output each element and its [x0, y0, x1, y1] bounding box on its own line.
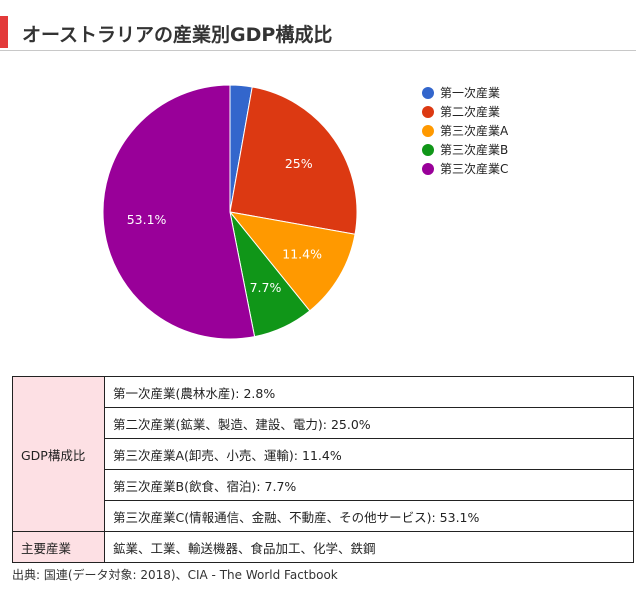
main-industries-header: 主要産業 — [12, 531, 105, 563]
gdp-info-table: GDP構成比 第一次産業(農林水産): 2.8% 第二次産業(鉱業、製造、建設、… — [12, 376, 634, 563]
legend-item: 第一次産業 — [422, 83, 508, 102]
legend-label: 第三次産業C — [440, 162, 509, 176]
table-row: 第三次産業A(卸売、小売、運輸): 11.4% — [13, 438, 634, 470]
pie-slice-3 — [228, 211, 356, 312]
pie-chart: 25% 11.4% 7.7% 53.1% — [102, 84, 358, 340]
source-note: 出典: 国連(データ対象: 2018)、CIA - The World Fact… — [12, 568, 338, 582]
table-cell: 第三次産業A(卸売、小売、運輸): 11.4% — [104, 438, 634, 470]
legend-label: 第一次産業 — [440, 86, 501, 100]
table-cell: 第二次産業(鉱業、製造、建設、電力): 25.0% — [104, 407, 634, 439]
legend-swatch — [422, 86, 434, 99]
table-row: 第二次産業(鉱業、製造、建設、電力): 25.0% — [13, 407, 634, 439]
pie-slice-label: 25% — [285, 156, 313, 171]
gdp-composition-header: GDP構成比 — [12, 376, 105, 532]
table-row: 第三次産業C(情報通信、金融、不動産、その他サービス): 53.1% — [13, 500, 634, 532]
table-row: GDP構成比 第一次産業(農林水産): 2.8% — [12, 376, 634, 532]
legend-swatch — [422, 162, 434, 175]
table-cell: 第三次産業B(飲食、宿泊): 7.7% — [104, 469, 634, 501]
table-cell: 第三次産業C(情報通信、金融、不動産、その他サービス): 53.1% — [104, 500, 634, 532]
legend-item: 第三次産業C — [422, 159, 508, 178]
chart-legend: 第一次産業第二次産業第三次産業A 第三次産業B 第三次産業C — [422, 83, 508, 178]
main-industries-value: 鉱業、工業、輸送機器、食品加工、化学、鉄鋼 — [104, 531, 634, 563]
pie-slice-2 — [229, 86, 358, 235]
legend-label: 第三次産業B — [440, 143, 509, 157]
pie-slice-label: 11.4% — [282, 247, 322, 262]
legend-swatch — [422, 105, 434, 118]
legend-item: 第三次産業B — [422, 140, 508, 159]
pie-slice-5 — [102, 84, 256, 340]
legend-label: 第二次産業 — [440, 105, 501, 119]
legend-swatch — [422, 143, 434, 156]
legend-item: 第二次産業 — [422, 102, 508, 121]
pie-slice-label: 53.1% — [127, 212, 167, 227]
heading-accent-bar — [0, 16, 8, 48]
legend-item: 第三次産業A — [422, 121, 508, 140]
page-title: オーストラリアの産業別GDP構成比 — [22, 24, 333, 46]
section-heading: オーストラリアの産業別GDP構成比 — [0, 16, 636, 51]
legend-label: 第三次産業A — [440, 124, 509, 138]
pie-slice-label: 7.7% — [250, 280, 282, 295]
table-row: 第三次産業B(飲食、宿泊): 7.7% — [13, 469, 634, 501]
legend-swatch — [422, 124, 434, 137]
table-cell: 第一次産業(農林水産): 2.8% — [104, 376, 634, 408]
table-row: 主要産業 鉱業、工業、輸送機器、食品加工、化学、鉄鋼 — [12, 531, 634, 563]
